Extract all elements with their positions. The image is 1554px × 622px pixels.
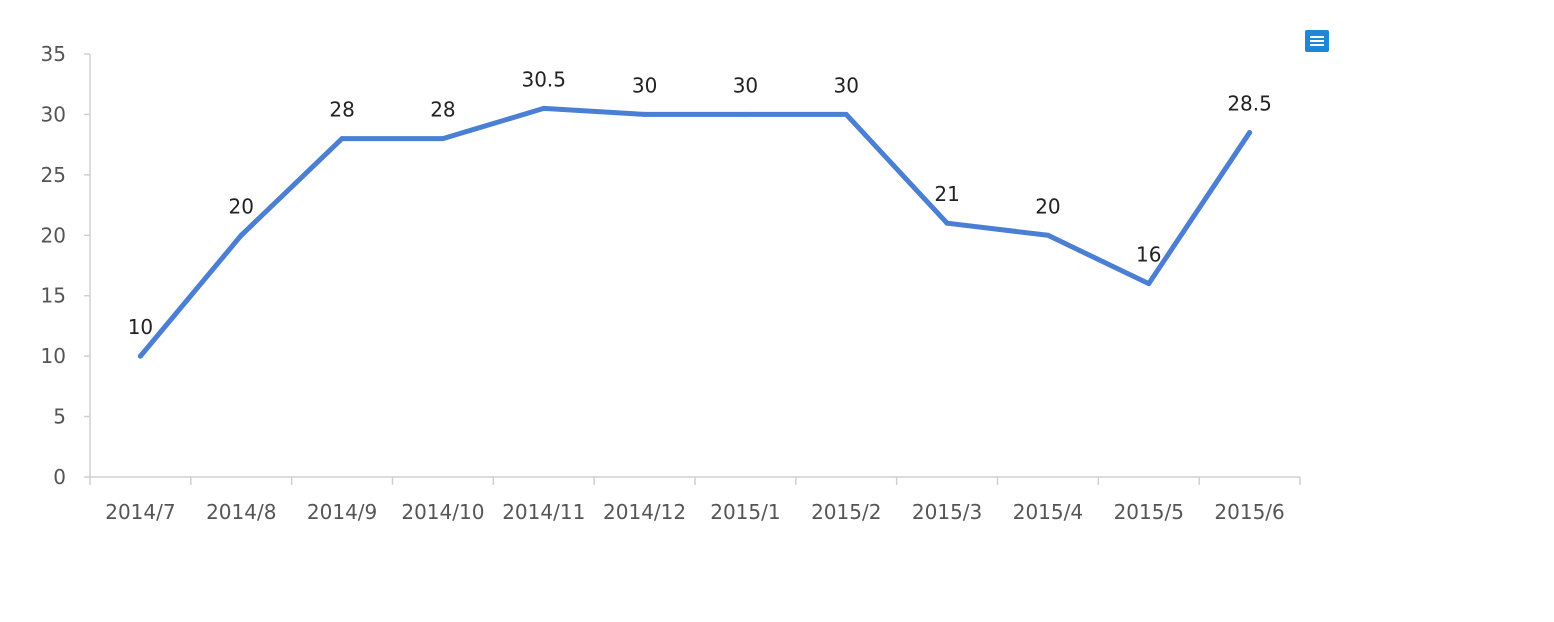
x-tick-label: 2014/11 <box>502 500 585 524</box>
x-tick-label: 2015/6 <box>1214 500 1284 524</box>
series-line <box>137 105 1253 359</box>
data-label: 28 <box>430 98 455 122</box>
series-layer <box>137 105 1253 359</box>
data-point <box>440 136 446 142</box>
data-point <box>843 111 849 117</box>
x-tick-label: 2015/1 <box>710 500 780 524</box>
y-tick-label: 35 <box>41 42 66 66</box>
data-point <box>642 111 648 117</box>
data-point <box>238 232 244 238</box>
x-tick-label: 2015/2 <box>811 500 881 524</box>
data-label: 20 <box>1035 194 1060 218</box>
data-label: 28 <box>329 98 354 122</box>
data-label: 30 <box>632 73 657 97</box>
data-point <box>541 105 547 111</box>
y-tick-label: 10 <box>41 344 66 368</box>
x-tick-label: 2015/3 <box>912 500 982 524</box>
data-point <box>137 353 143 359</box>
data-label: 10 <box>128 315 153 339</box>
menu-icon[interactable] <box>1305 30 1329 52</box>
y-tick-label: 15 <box>41 284 66 308</box>
x-axis: 2014/7 2014/8 2014/9 2014/10 2014/11 2014/12 2… <box>89 476 1301 524</box>
data-point <box>742 111 748 117</box>
x-tick-label: 2015/5 <box>1114 500 1184 524</box>
data-point <box>1045 232 1051 238</box>
data-label: 30.5 <box>521 67 566 91</box>
data-label: 20 <box>229 194 254 218</box>
data-label: 30 <box>733 73 758 97</box>
x-tick-label: 2014/10 <box>401 500 484 524</box>
y-axis: 0 5 10 15 20 25 30 35 <box>41 42 91 489</box>
y-tick-label: 20 <box>41 223 66 247</box>
x-tick-label: 2014/12 <box>603 500 686 524</box>
data-point <box>339 136 345 142</box>
data-label: 28.5 <box>1227 92 1272 116</box>
data-labels: 10 20 28 28 30.5 30 30 30 21 20 16 28.5 <box>128 67 1272 339</box>
data-label: 21 <box>934 182 959 206</box>
y-tick-label: 30 <box>41 102 66 126</box>
data-label: 30 <box>834 73 859 97</box>
y-tick-label: 25 <box>41 163 66 187</box>
data-point <box>1247 130 1253 136</box>
data-label: 16 <box>1136 243 1161 267</box>
x-tick-label: 2014/9 <box>307 500 377 524</box>
y-tick-label: 0 <box>53 465 66 489</box>
x-tick-label: 2014/7 <box>105 500 175 524</box>
x-tick-label: 2015/4 <box>1013 500 1083 524</box>
x-tick-label: 2014/8 <box>206 500 276 524</box>
data-point <box>1146 281 1152 287</box>
y-tick-label: 5 <box>53 405 66 429</box>
data-point <box>944 220 950 226</box>
